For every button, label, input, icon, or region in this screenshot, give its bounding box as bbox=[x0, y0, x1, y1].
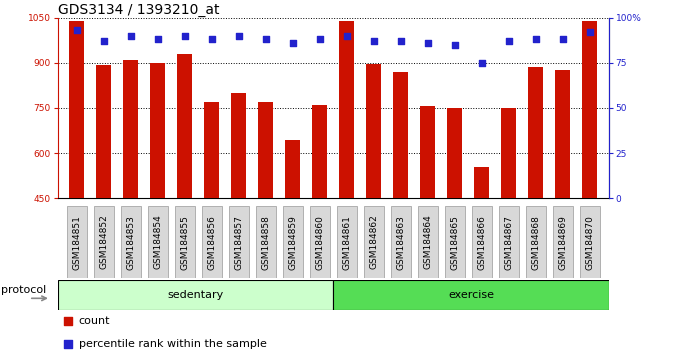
Text: percentile rank within the sample: percentile rank within the sample bbox=[79, 339, 267, 349]
Bar bbox=[420, 107, 435, 198]
Text: GSM184851: GSM184851 bbox=[72, 215, 81, 269]
Point bbox=[422, 40, 433, 46]
Bar bbox=[286, 139, 300, 198]
FancyBboxPatch shape bbox=[201, 206, 222, 278]
Point bbox=[558, 36, 568, 42]
Text: GSM184870: GSM184870 bbox=[585, 215, 594, 269]
Text: GSM184867: GSM184867 bbox=[504, 215, 513, 269]
FancyBboxPatch shape bbox=[333, 280, 609, 310]
Text: sedentary: sedentary bbox=[167, 290, 224, 300]
FancyBboxPatch shape bbox=[418, 206, 438, 278]
Bar bbox=[231, 93, 246, 198]
FancyBboxPatch shape bbox=[309, 206, 330, 278]
FancyBboxPatch shape bbox=[67, 206, 87, 278]
Text: GSM184862: GSM184862 bbox=[369, 215, 378, 269]
Point bbox=[63, 341, 73, 347]
Point bbox=[449, 42, 460, 47]
Bar bbox=[474, 167, 489, 198]
Bar bbox=[97, 65, 111, 198]
Bar bbox=[177, 54, 192, 198]
Bar bbox=[204, 102, 219, 198]
Text: GSM184863: GSM184863 bbox=[396, 215, 405, 269]
Point bbox=[530, 36, 541, 42]
FancyBboxPatch shape bbox=[228, 206, 249, 278]
Text: GSM184864: GSM184864 bbox=[423, 215, 432, 269]
Text: GSM184853: GSM184853 bbox=[126, 215, 135, 269]
FancyBboxPatch shape bbox=[148, 206, 168, 278]
Point bbox=[503, 38, 514, 44]
FancyBboxPatch shape bbox=[175, 206, 195, 278]
Point bbox=[125, 33, 136, 39]
Point bbox=[476, 60, 487, 66]
Point bbox=[63, 319, 73, 324]
Point bbox=[71, 28, 82, 33]
Text: GSM184865: GSM184865 bbox=[450, 215, 459, 269]
Bar bbox=[393, 72, 408, 198]
Point bbox=[260, 36, 271, 42]
FancyBboxPatch shape bbox=[337, 206, 357, 278]
FancyBboxPatch shape bbox=[120, 206, 141, 278]
Bar bbox=[556, 70, 570, 198]
FancyBboxPatch shape bbox=[94, 206, 114, 278]
Text: GSM184856: GSM184856 bbox=[207, 215, 216, 269]
Bar bbox=[312, 105, 327, 198]
Bar bbox=[150, 63, 165, 198]
Text: GSM184861: GSM184861 bbox=[342, 215, 351, 269]
Point bbox=[369, 38, 379, 44]
Point bbox=[287, 40, 298, 46]
Text: GSM184859: GSM184859 bbox=[288, 215, 297, 269]
Point bbox=[99, 38, 109, 44]
FancyBboxPatch shape bbox=[498, 206, 519, 278]
Point bbox=[341, 33, 352, 39]
Text: GSM184854: GSM184854 bbox=[153, 215, 163, 269]
Point bbox=[395, 38, 406, 44]
Point bbox=[206, 36, 217, 42]
Text: protocol: protocol bbox=[1, 285, 46, 295]
Bar bbox=[69, 21, 84, 198]
Text: count: count bbox=[79, 316, 110, 326]
FancyBboxPatch shape bbox=[283, 206, 303, 278]
Text: GSM184866: GSM184866 bbox=[477, 215, 486, 269]
FancyBboxPatch shape bbox=[526, 206, 546, 278]
Bar bbox=[501, 108, 516, 198]
Point bbox=[152, 36, 163, 42]
Point bbox=[180, 33, 190, 39]
Bar bbox=[123, 60, 138, 198]
Text: GSM184860: GSM184860 bbox=[316, 215, 324, 269]
FancyBboxPatch shape bbox=[579, 206, 600, 278]
Bar bbox=[339, 21, 354, 198]
Text: GDS3134 / 1393210_at: GDS3134 / 1393210_at bbox=[58, 3, 219, 17]
FancyBboxPatch shape bbox=[390, 206, 411, 278]
Text: GSM184869: GSM184869 bbox=[558, 215, 567, 269]
Bar bbox=[367, 64, 381, 198]
FancyBboxPatch shape bbox=[58, 280, 333, 310]
Point bbox=[314, 36, 325, 42]
Bar bbox=[258, 102, 273, 198]
Text: GSM184857: GSM184857 bbox=[234, 215, 243, 269]
FancyBboxPatch shape bbox=[471, 206, 492, 278]
Text: GSM184868: GSM184868 bbox=[531, 215, 540, 269]
FancyBboxPatch shape bbox=[256, 206, 276, 278]
Point bbox=[233, 33, 244, 39]
Bar bbox=[528, 67, 543, 198]
FancyBboxPatch shape bbox=[364, 206, 384, 278]
Point bbox=[584, 29, 595, 35]
Text: GSM184855: GSM184855 bbox=[180, 215, 189, 269]
FancyBboxPatch shape bbox=[553, 206, 573, 278]
Text: GSM184858: GSM184858 bbox=[261, 215, 270, 269]
Text: exercise: exercise bbox=[448, 290, 494, 300]
Bar bbox=[447, 108, 462, 198]
FancyBboxPatch shape bbox=[445, 206, 465, 278]
Bar bbox=[582, 21, 597, 198]
Text: GSM184852: GSM184852 bbox=[99, 215, 108, 269]
